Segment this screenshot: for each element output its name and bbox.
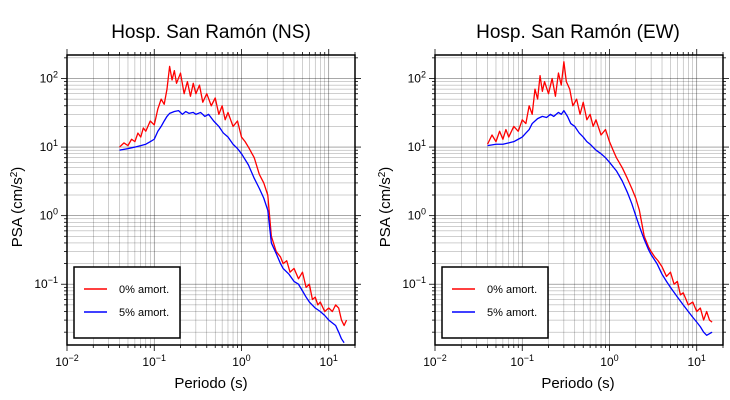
y-tick-label: 10−1	[402, 275, 426, 291]
chart-panel-ns: Hosp. San Ramón (NS) PSA (cm/s2) Periodo…	[9, 22, 361, 392]
y-axis-label-sup: 2	[377, 171, 388, 177]
legend-label-5pct: 5% amort.	[487, 307, 537, 319]
x-axis-ticks: 10−2 10−1 100 101	[423, 49, 724, 369]
x-tick-label: 100	[232, 353, 250, 369]
plot-frame	[66, 54, 356, 346]
x-tick-label: 100	[600, 353, 618, 369]
y-axis-ticks: 10−1 100 101 102	[402, 57, 729, 333]
y-tick-label: 101	[408, 138, 426, 154]
y-tick-label: 101	[40, 138, 58, 154]
y-tick-label: 10−1	[34, 275, 58, 291]
chart-title: Hosp. San Ramón (NS)	[111, 22, 311, 43]
legend-label-0pct: 0% amort.	[487, 284, 537, 296]
y-axis-label-main: PSA (cm/s	[9, 177, 26, 247]
y-axis-label-close: )	[9, 167, 26, 172]
y-tick-label: 102	[40, 69, 58, 85]
legend-label-5pct: 5% amort.	[119, 307, 169, 319]
svg-text:PSA (cm/s2): PSA (cm/s2)	[9, 167, 27, 248]
y-tick-label: 102	[408, 69, 426, 85]
series-line-5pct	[487, 109, 713, 336]
chart-panel-ew: Hosp. San Ramón (EW) PSA (cm/s2) Periodo…	[377, 22, 729, 392]
series-line-0pct	[486, 61, 713, 323]
series-layer	[119, 65, 348, 344]
x-tick-label: 10−1	[510, 353, 534, 369]
legend: 0% amort. 5% amort.	[441, 266, 549, 339]
y-axis-label-close: )	[377, 167, 394, 172]
series-layer	[486, 61, 713, 336]
y-axis-label-main: PSA (cm/s	[377, 177, 394, 247]
y-axis-label: PSA (cm/s2)	[377, 167, 395, 248]
chart-title: Hosp. San Ramón (EW)	[476, 22, 680, 43]
plot-frame	[434, 54, 724, 346]
legend-box	[73, 266, 181, 339]
series-line-5pct	[119, 109, 345, 344]
y-tick-label: 100	[40, 207, 58, 223]
x-tick-label: 101	[320, 353, 338, 369]
x-tick-label: 101	[688, 353, 706, 369]
y-axis-label: PSA (cm/s2)	[9, 167, 27, 248]
x-tick-label: 10−1	[142, 353, 166, 369]
legend-label-0pct: 0% amort.	[119, 284, 169, 296]
y-axis-label-sup: 2	[9, 171, 20, 177]
x-tick-label: 10−2	[423, 353, 447, 369]
legend-box	[441, 266, 549, 339]
series-line-0pct	[119, 65, 348, 327]
x-axis-label: Periodo (s)	[174, 375, 247, 392]
x-axis-label: Periodo (s)	[541, 375, 614, 392]
y-tick-label: 100	[408, 207, 426, 223]
svg-text:PSA (cm/s2): PSA (cm/s2)	[377, 167, 395, 248]
x-tick-label: 10−2	[55, 353, 79, 369]
legend: 0% amort. 5% amort.	[73, 266, 181, 339]
